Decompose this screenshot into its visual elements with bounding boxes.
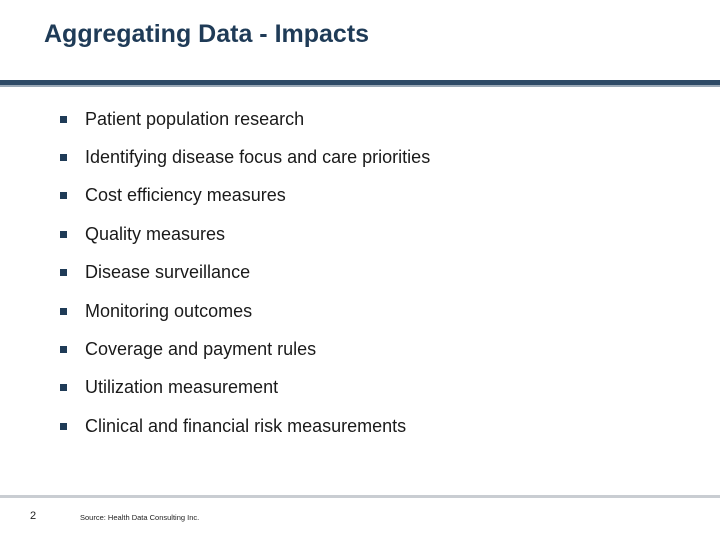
list-item-text: Coverage and payment rules <box>85 339 317 360</box>
square-bullet-icon <box>60 192 67 200</box>
list-item-text: Cost efficiency measures <box>85 185 286 206</box>
list-item-text: Disease surveillance <box>85 262 251 283</box>
source-note: Source: Health Data Consulting Inc. <box>80 513 200 522</box>
page-number: 2 <box>30 510 37 522</box>
header-divider <box>0 80 720 85</box>
list-item: Disease surveillance <box>60 254 700 292</box>
slide-title: Aggregating Data - Impacts <box>44 20 370 48</box>
square-bullet-icon <box>60 269 67 277</box>
list-item-text: Clinical and financial risk measurements <box>85 415 407 436</box>
list-item: Utilization measurement <box>60 369 700 407</box>
list-item: Monitoring outcomes <box>60 292 700 330</box>
square-bullet-icon <box>60 384 67 392</box>
square-bullet-icon <box>60 307 67 315</box>
list-item-text: Identifying disease focus and care prior… <box>85 147 431 168</box>
footer-divider <box>0 495 720 498</box>
square-bullet-icon <box>60 154 67 162</box>
square-bullet-icon <box>60 230 67 238</box>
square-bullet-icon <box>60 422 67 430</box>
list-item-text: Patient population research <box>85 108 305 129</box>
square-bullet-icon <box>60 115 67 123</box>
list-item-text: Utilization measurement <box>85 377 279 398</box>
list-item: Quality measures <box>60 215 700 253</box>
list-item: Clinical and financial risk measurements <box>60 407 700 445</box>
list-item: Identifying disease focus and care prior… <box>60 138 700 176</box>
square-bullet-icon <box>60 346 67 354</box>
list-item-text: Quality measures <box>85 223 226 244</box>
list-item: Patient population research <box>60 100 700 138</box>
bullet-list: Patient population research Identifying … <box>60 100 700 446</box>
list-item-text: Monitoring outcomes <box>85 300 253 321</box>
header-divider-shadow <box>0 85 720 87</box>
list-item: Cost efficiency measures <box>60 177 700 215</box>
list-item: Coverage and payment rules <box>60 330 700 368</box>
